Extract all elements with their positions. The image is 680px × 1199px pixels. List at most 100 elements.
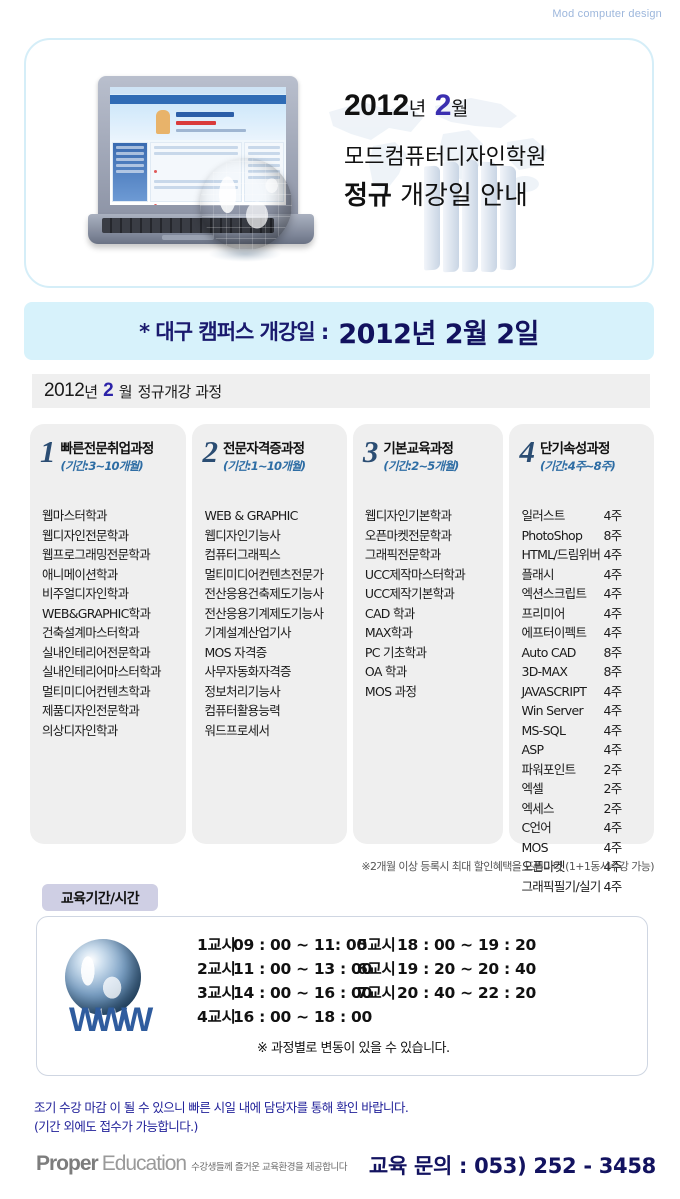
column-3-title: 기본교육과정 — [383, 441, 454, 457]
course-name: Win Server — [521, 703, 583, 718]
period-time: 20 : 40 ~ 22 : 20 — [397, 984, 536, 1002]
list-item: 파워포인트 2주 — [521, 760, 654, 780]
laptop-screen — [110, 87, 286, 205]
period-time: 14 : 00 ~ 16 : 00 — [233, 984, 372, 1002]
column-4-number: 4 — [519, 434, 535, 469]
footer-notice-line-2: (기간 외에도 접수가 가능합니다.) — [34, 1119, 198, 1134]
list-item: Win Server 4주 — [521, 701, 654, 721]
brand-tagline: Mod computer design — [552, 8, 662, 20]
campus-open-banner: * 대구 캠퍼스 개강일 : 2012년 2월 2일 — [24, 302, 654, 360]
list-item: 실내인테리어전문학과 — [42, 644, 151, 660]
list-item: 엑션스크립트 4주 — [521, 584, 654, 604]
period-time — [397, 1005, 521, 1029]
list-item: 워드프로세서 — [204, 722, 270, 738]
course-weeks: 2주 — [603, 781, 622, 796]
course-weeks: 4주 — [603, 683, 622, 699]
course-weeks: 8주 — [603, 664, 622, 679]
www-text: WWW — [69, 1001, 153, 1039]
column-1-duration: (기간:3~10개월) — [60, 459, 144, 473]
hero-panel: 2012년 2월 모드컴퓨터디자인학원 정규 개강일 안내 — [24, 38, 654, 288]
course-weeks: 4주 — [603, 605, 622, 621]
course-weeks: 8주 — [603, 527, 622, 543]
course-weeks: 2주 — [603, 761, 622, 777]
course-weeks: 4주 — [603, 859, 622, 874]
contact-phone: 교육 문의 : 053) 252 - 3458 — [368, 1154, 656, 1178]
footer-notice-line-1: 조기 수강 마감 이 될 수 있으니 빠른 시일 내에 담당자를 통해 확인 바… — [34, 1100, 409, 1115]
course-name: 엑세스 — [521, 800, 554, 816]
list-item: 비주얼디자인학과 — [42, 586, 129, 601]
course-weeks: 4주 — [603, 820, 622, 835]
period-label: 5교시 — [357, 936, 396, 954]
course-name: ASP — [521, 742, 544, 757]
logo-word-2: Education — [101, 1152, 187, 1175]
column-3-duration: (기간:2~5개월) — [383, 459, 459, 473]
course-weeks: 4주 — [603, 742, 622, 757]
list-item: 웹프로그래밍전문학과 — [42, 547, 151, 562]
globe-icon — [65, 939, 141, 1015]
hero-month-unit: 월 — [450, 98, 468, 120]
list-item: 정보처리기능사 — [204, 683, 281, 699]
list-item: 웹마스터학과 — [42, 508, 108, 523]
course-column-1: 1 빠른전문취업과정 (기간:3~10개월) 웹마스터학과 웹디자인전문학과 웹… — [30, 424, 187, 844]
column-2-duration: (기간:1~10개월) — [222, 459, 306, 473]
banner-prefix: * 대구 캠퍼스 개강일 : — [139, 320, 329, 344]
list-item: 에프터이펙트 4주 — [521, 623, 654, 643]
course-column-3: 3 기본교육과정 (기간:2~5개월) 웹디자인기본학과 오픈마켓전문학과 그래… — [352, 424, 504, 844]
column-4-duration: (기간:4주~8주) — [539, 459, 616, 473]
list-item: C언어 4주 — [521, 818, 654, 838]
period-label: 1교시 — [197, 936, 236, 954]
course-weeks: 8주 — [603, 644, 622, 660]
list-item: 엑셀 2주 — [521, 779, 654, 799]
list-item: 컴퓨터그래픽스 — [204, 547, 281, 562]
list-item: MS-SQL 4주 — [521, 721, 654, 741]
course-name: PhotoShop — [521, 527, 583, 543]
list-item: 웹디자인전문학과 — [42, 527, 129, 543]
footer-notice: 조기 수강 마감 이 될 수 있으니 빠른 시일 내에 담당자를 통해 확인 바… — [34, 1098, 409, 1136]
column-3-header: 3 기본교육과정 (기간:2~5개월) — [353, 436, 504, 484]
period-label: 6교시 — [357, 960, 396, 978]
section-year-unit: 년 — [84, 382, 98, 401]
list-item: 건축설계마스터학과 — [42, 625, 140, 640]
course-name: 엑셀 — [521, 781, 544, 796]
course-name: 일러스트 — [521, 508, 565, 523]
list-item: 일러스트 4주 — [521, 506, 654, 526]
list-item: 전산응용건축제도기능사 — [204, 586, 324, 601]
list-item: UCC제작기본학과 — [364, 586, 455, 601]
course-name: 3D-MAX — [521, 664, 568, 679]
column-2-number: 2 — [202, 434, 218, 469]
column-1-list: 웹마스터학과 웹디자인전문학과 웹프로그래밍전문학과 애니메이션학과 비주얼디자… — [30, 500, 186, 740]
section-title-rest: 정규개강 과정 — [137, 382, 223, 401]
period-time: 11 : 00 ~ 13 : 00 — [233, 960, 372, 978]
course-name: 프리미어 — [521, 605, 565, 621]
education-time-tag: 교육기간/시간 — [42, 884, 158, 911]
period-label: 7교시 — [357, 984, 396, 1002]
list-item: 실내인테리어마스터학과 — [42, 664, 162, 679]
list-item: 멀티미디어컨텐츠학과 — [42, 683, 151, 699]
course-name: 오픈마켓 — [521, 859, 565, 874]
column-4-title: 단기속성과정 — [539, 441, 611, 457]
column-3-list: 웹디자인기본학과 오픈마켓전문학과 그래픽전문학과 UCC제작마스터학과 UCC… — [353, 500, 504, 701]
list-item: WEB&GRAPHIC학과 — [42, 605, 151, 621]
column-4-header: 4 단기속성과정 (기간:4주~8주) — [509, 436, 654, 484]
list-item: 그래픽필기/실기 4주 — [521, 877, 654, 897]
course-name: C언어 — [521, 820, 552, 835]
column-1-header: 1 빠른전문취업과정 (기간:3~10개월) — [30, 436, 186, 484]
schedule-row: 1교시 09 : 00 ~ 11: 00 5교시 18 : 00 ~ 19 : … — [197, 933, 536, 957]
course-name: 플래시 — [521, 566, 554, 582]
list-item: Auto CAD 8주 — [521, 643, 654, 663]
company-logo: Proper Education 수강생들께 즐거운 교육환경을 제공합니다 — [36, 1152, 347, 1176]
list-item: PC 기초학과 — [364, 644, 427, 660]
schedule-row: 2교시 11 : 00 ~ 13 : 00 6교시 19 : 20 ~ 20 :… — [197, 957, 536, 981]
hero-academy-name: 모드컴퓨터디자인학원 — [344, 145, 547, 170]
list-item: 웹디자인기본학과 — [364, 508, 452, 523]
period-time: 19 : 20 ~ 20 : 40 — [397, 960, 536, 978]
list-item: 오픈마켓 4주 — [521, 857, 654, 877]
period-time: 18 : 00 ~ 19 : 20 — [397, 936, 536, 954]
period-time: 09 : 00 ~ 11: 00 — [233, 936, 367, 954]
hero-type-bold: 정규 — [344, 181, 392, 211]
section-title-bar: 2012 년 2 월 정규개강 과정 — [32, 374, 650, 408]
column-3-number: 3 — [362, 434, 379, 469]
section-month: 2 — [103, 380, 114, 401]
course-name: JAVASCRIPT — [521, 683, 587, 699]
list-item: 웹디자인기능사 — [204, 527, 281, 543]
